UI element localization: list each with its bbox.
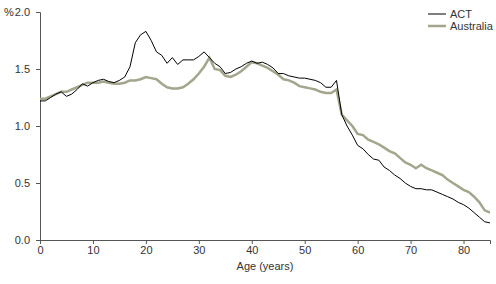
x-tick-label: 80: [458, 244, 470, 256]
x-tick-label: 70: [405, 244, 417, 256]
x-tick: 60: [352, 240, 364, 256]
x-tick-label: 10: [87, 244, 99, 256]
x-axis-line: [41, 241, 491, 245]
x-axis: 0 10 20 30 40 50 60 70 80: [37, 240, 490, 256]
y-tick: 1.0: [15, 120, 40, 132]
y-tick-mark: [36, 126, 40, 127]
legend-swatch: [428, 14, 446, 15]
y-tick-label: 2.0: [15, 6, 30, 18]
y-tick-mark: [36, 240, 40, 241]
x-tick: 40: [246, 240, 258, 256]
y-tick: 0.5: [15, 177, 40, 189]
x-tick-label: 30: [193, 244, 205, 256]
y-tick-label: 0.5: [15, 177, 30, 189]
y-tick-mark: [36, 12, 40, 13]
x-tick: 80: [458, 240, 470, 256]
legend-swatch: [428, 25, 446, 28]
x-tick: 50: [299, 240, 311, 256]
y-tick-label: 0.0: [15, 234, 30, 246]
x-tick-label: 50: [299, 244, 311, 256]
y-axis-line: [36, 13, 41, 241]
chart: 0 10 20 30 40 50 60 70 80 0.0 0.5 1.0 1.5 2.0% Age (ye…: [0, 0, 496, 284]
x-tick-label: 60: [352, 244, 364, 256]
y-tick-label: 1.5: [15, 63, 30, 75]
x-tick: 10: [87, 240, 99, 256]
y-tick: 2.0: [15, 6, 40, 18]
x-tick: 30: [193, 240, 205, 256]
series-line: [40, 31, 490, 223]
x-tick: 0: [37, 240, 43, 256]
x-tick-label: 0: [37, 244, 43, 256]
x-tick-label: 20: [140, 244, 152, 256]
y-axis-title: %: [4, 6, 14, 18]
plot-area: [40, 31, 490, 223]
x-tick: 70: [405, 240, 417, 256]
legend: ACTAustralia: [428, 8, 494, 32]
x-tick-label: 40: [246, 244, 258, 256]
y-tick-mark: [36, 183, 40, 184]
legend-label: ACT: [450, 8, 472, 20]
legend-label: Australia: [450, 20, 494, 32]
y-tick-mark: [36, 69, 40, 70]
x-tick: 20: [140, 240, 152, 256]
x-axis-title: Age (years): [237, 260, 294, 272]
y-axis: 0.0 0.5 1.0 1.5 2.0: [15, 6, 41, 246]
y-tick: 1.5: [15, 63, 40, 75]
y-tick-label: 1.0: [15, 120, 30, 132]
y-tick: 0.0: [15, 234, 40, 246]
